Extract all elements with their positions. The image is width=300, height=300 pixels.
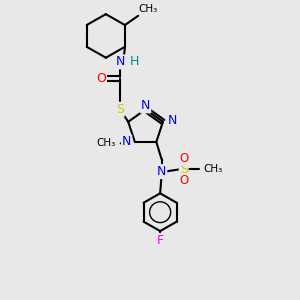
Text: O: O — [96, 72, 106, 85]
Text: O: O — [180, 152, 189, 165]
Text: N: N — [141, 99, 150, 112]
Text: CH₃: CH₃ — [139, 4, 158, 14]
Text: N: N — [115, 56, 124, 68]
Text: H: H — [130, 56, 139, 68]
Text: N: N — [157, 165, 166, 178]
Text: O: O — [180, 174, 189, 187]
Text: S: S — [180, 163, 188, 176]
Text: CH₃: CH₃ — [203, 164, 223, 174]
Text: N: N — [167, 114, 177, 127]
Text: N: N — [122, 135, 131, 148]
Text: CH₃: CH₃ — [97, 138, 116, 148]
Text: F: F — [157, 234, 164, 247]
Text: S: S — [116, 103, 124, 116]
